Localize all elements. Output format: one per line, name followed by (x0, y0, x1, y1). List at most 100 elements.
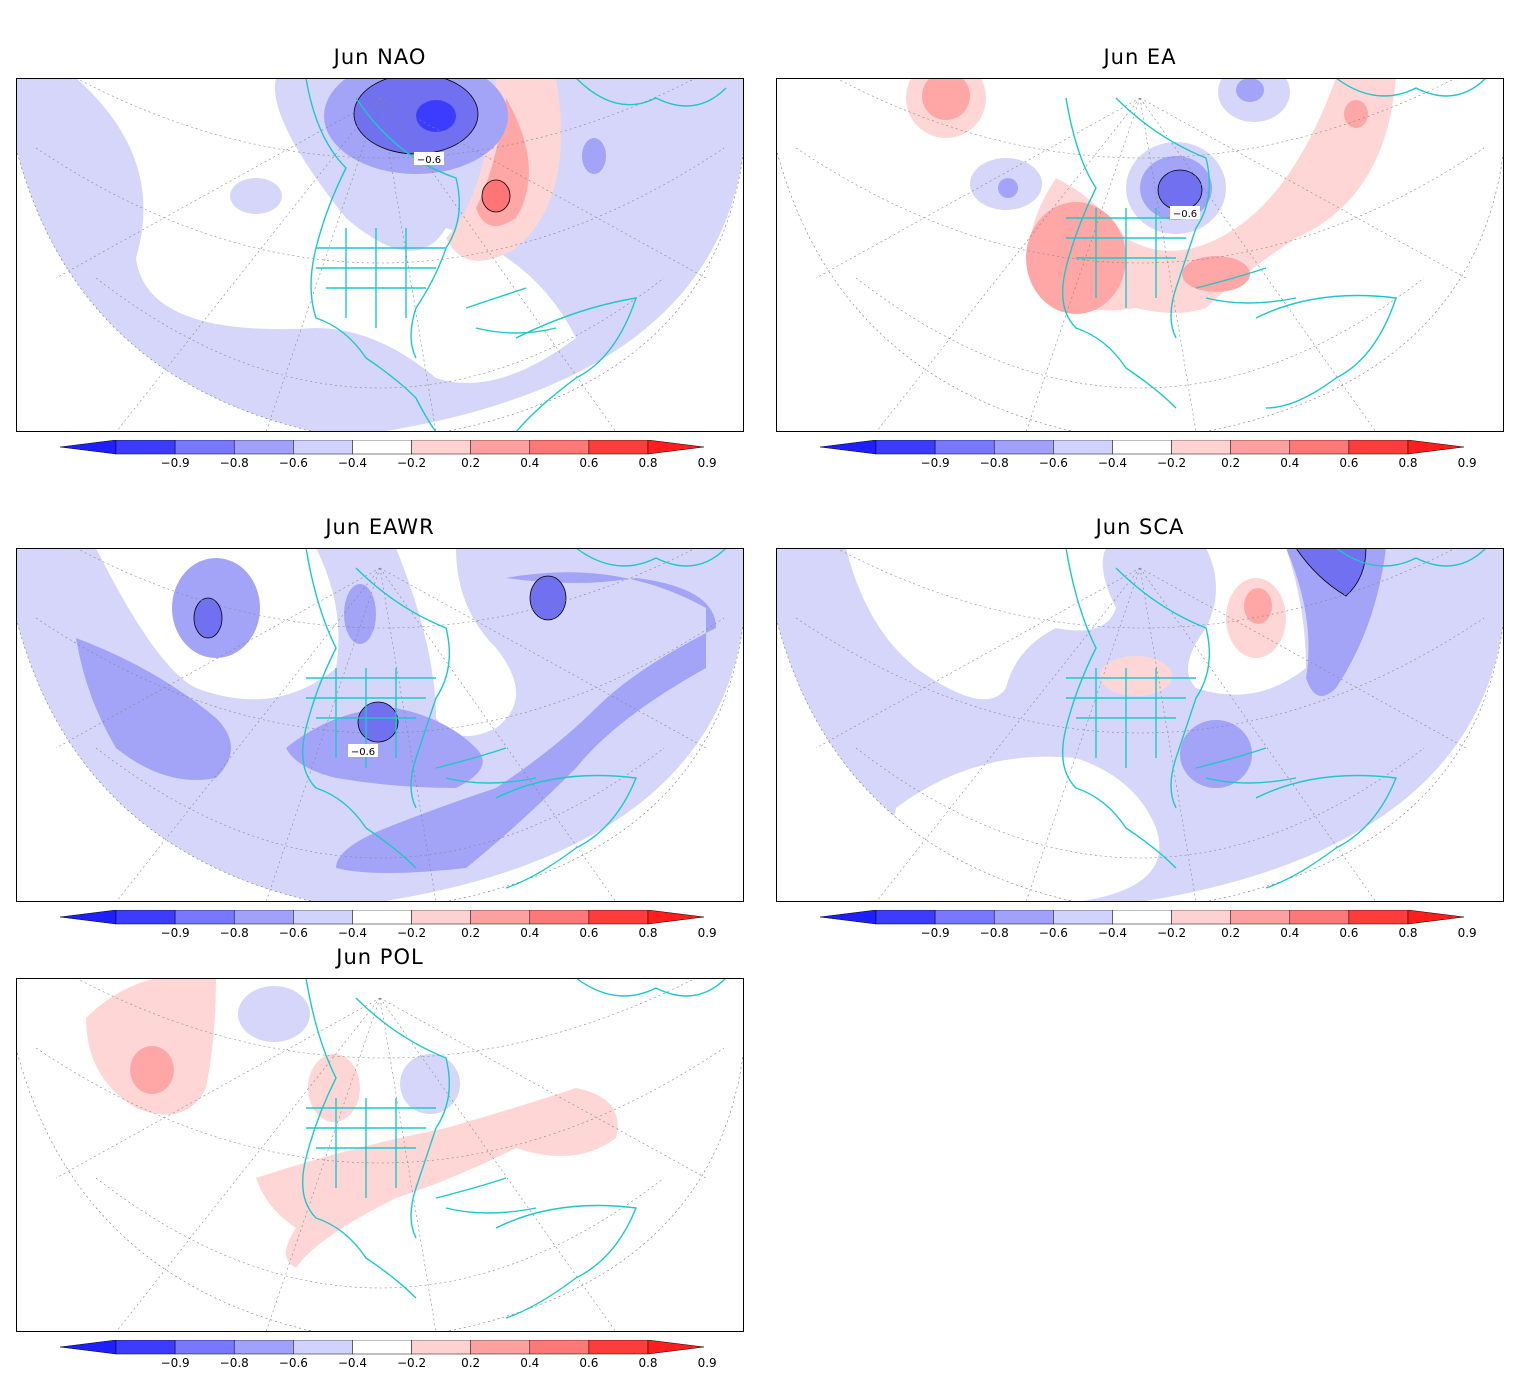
colorbar-box (1230, 910, 1291, 925)
colorbar-tick-label: −0.6 (1038, 456, 1068, 470)
coastlines (301, 548, 727, 889)
colorbar-box (1289, 910, 1350, 925)
colorbar: −0.9 −0.8 −0.6 −0.4 −0.2 0.2 0.4 0.6 0.8 0.9 (60, 440, 717, 476)
map-pol (16, 978, 744, 1332)
colorbar-box (293, 440, 353, 455)
colorbar-tick-label: 0.4 (1280, 926, 1300, 940)
colorbar-tick-label: 0.8 (638, 456, 658, 470)
field-pos-light (308, 1054, 360, 1122)
colorbar-arrow-high (647, 1340, 704, 1355)
colorbar-svg (60, 910, 704, 925)
colorbar-tick-label: −0.8 (979, 926, 1009, 940)
colorbar-arrow-high (1407, 910, 1464, 925)
colorbar-box (174, 440, 235, 455)
contour-label-bg (414, 152, 444, 165)
field-neg-mid (336, 572, 716, 873)
field-neg-mid (1286, 548, 1386, 696)
colorbar-tick-label: −0.4 (337, 926, 368, 940)
colorbar-box (1053, 440, 1113, 455)
colorbar-box (352, 910, 412, 925)
colorbar-tick-label: 0.6 (579, 926, 599, 940)
graticule (795, 78, 1485, 432)
colorbar-box (233, 910, 294, 925)
colorbar-box (115, 1340, 176, 1355)
colorbar-arrow-low (820, 440, 877, 455)
colorbar-tick-label: 0.2 (1221, 926, 1241, 940)
contour-label: −0.6 (417, 155, 441, 166)
map-sca (776, 548, 1504, 902)
colorbar-tick-label: −0.9 (160, 456, 190, 470)
colorbar-box (1289, 440, 1350, 455)
colorbar-box (352, 1340, 412, 1355)
colorbar-arrow-low (60, 1340, 117, 1355)
colorbar-tick-label: 0.6 (579, 1356, 599, 1370)
field-pos-strong (481, 179, 511, 213)
field-neg-mid (76, 638, 231, 780)
colorbar-tick-label: −0.9 (920, 456, 950, 470)
panel-title: Jun POL (336, 945, 424, 969)
colorbar-box (875, 440, 936, 455)
colorbar: −0.9 −0.8 −0.6 −0.4 −0.2 0.2 0.4 0.6 0.8 0.9 (60, 910, 717, 946)
colorbar-box (588, 440, 649, 455)
colorbar-box (1171, 440, 1231, 455)
map-nao: −0.6 (16, 78, 744, 432)
colorbar-tick-label: 0.2 (461, 456, 481, 470)
colorbar-box (1112, 910, 1172, 925)
colorbar-tick-label: 0.6 (1339, 926, 1359, 940)
contour-label-bg (1170, 206, 1200, 219)
colorbar-box (411, 1340, 471, 1355)
colorbar: −0.9 −0.8 −0.6 −0.4 −0.2 0.2 0.4 0.6 0.8 0.9 (820, 910, 1477, 946)
field-neutral (846, 548, 1116, 700)
colorbar-arrow-low (820, 910, 877, 925)
field-neg-light (230, 178, 282, 214)
colorbar-box (233, 440, 294, 455)
field-pos-light (1100, 656, 1172, 696)
colorbar-box (470, 1340, 531, 1355)
colorbar-box (993, 910, 1054, 925)
colorbar-box (115, 910, 176, 925)
colorbar-box (1112, 440, 1172, 455)
colorbar-box (875, 910, 936, 925)
colorbar-box (529, 910, 590, 925)
map-svg: −0.6 (776, 78, 1504, 432)
colorbar-tick-label: 0.9 (697, 456, 717, 470)
colorbar-box (993, 440, 1054, 455)
map-svg (16, 978, 744, 1332)
colorbar-tick-label: −0.2 (1156, 926, 1187, 940)
colorbar-box (1171, 910, 1231, 925)
colorbar-tick-label: 0.2 (1221, 456, 1241, 470)
field-neg-mid (1180, 720, 1252, 788)
colorbar-tick-label: −0.4 (1097, 926, 1128, 940)
colorbar-tick-label: −0.9 (160, 1356, 190, 1370)
colorbar-tick-label: −0.8 (979, 456, 1009, 470)
colorbar-box (174, 1340, 235, 1355)
colorbar-tick-label: −0.8 (219, 1356, 249, 1370)
colorbar-tick-label: 0.2 (461, 926, 481, 940)
contour-label-bg (348, 744, 378, 757)
colorbar-arrow-high (647, 440, 704, 455)
colorbar-tick-label: 0.9 (1457, 926, 1477, 940)
colorbar-tick-label: −0.6 (1038, 926, 1068, 940)
field-pos-mid (922, 78, 970, 120)
colorbar: −0.9 −0.8 −0.6 −0.4 −0.2 0.2 0.4 0.6 0.8 0.9 (820, 440, 1477, 476)
colorbar-tick-label: 0.9 (697, 926, 717, 940)
colorbar-tick-label: −0.2 (396, 1356, 427, 1370)
field-neg-light (238, 986, 310, 1042)
field-neg-light (400, 1054, 460, 1114)
colorbar-tick-label: −0.6 (278, 1356, 308, 1370)
coastlines (1061, 548, 1487, 889)
contour-label: −0.6 (1173, 209, 1197, 220)
colorbar-tick-label: 0.4 (1280, 456, 1300, 470)
map-svg (776, 548, 1504, 902)
colorbar-box (470, 910, 531, 925)
colorbar-tick-label: 0.4 (520, 926, 540, 940)
domain-edge (16, 1047, 744, 1332)
colorbar-tick-label: −0.4 (337, 456, 368, 470)
panel-title: Jun SCA (1095, 515, 1185, 539)
field-neg-mid (286, 708, 483, 788)
colorbar-tick-label: −0.2 (396, 926, 427, 940)
colorbar-svg (820, 440, 1464, 455)
colorbar-box (293, 910, 353, 925)
field-pos-mid (1244, 588, 1272, 624)
colorbar-tick-label: −0.9 (160, 926, 190, 940)
